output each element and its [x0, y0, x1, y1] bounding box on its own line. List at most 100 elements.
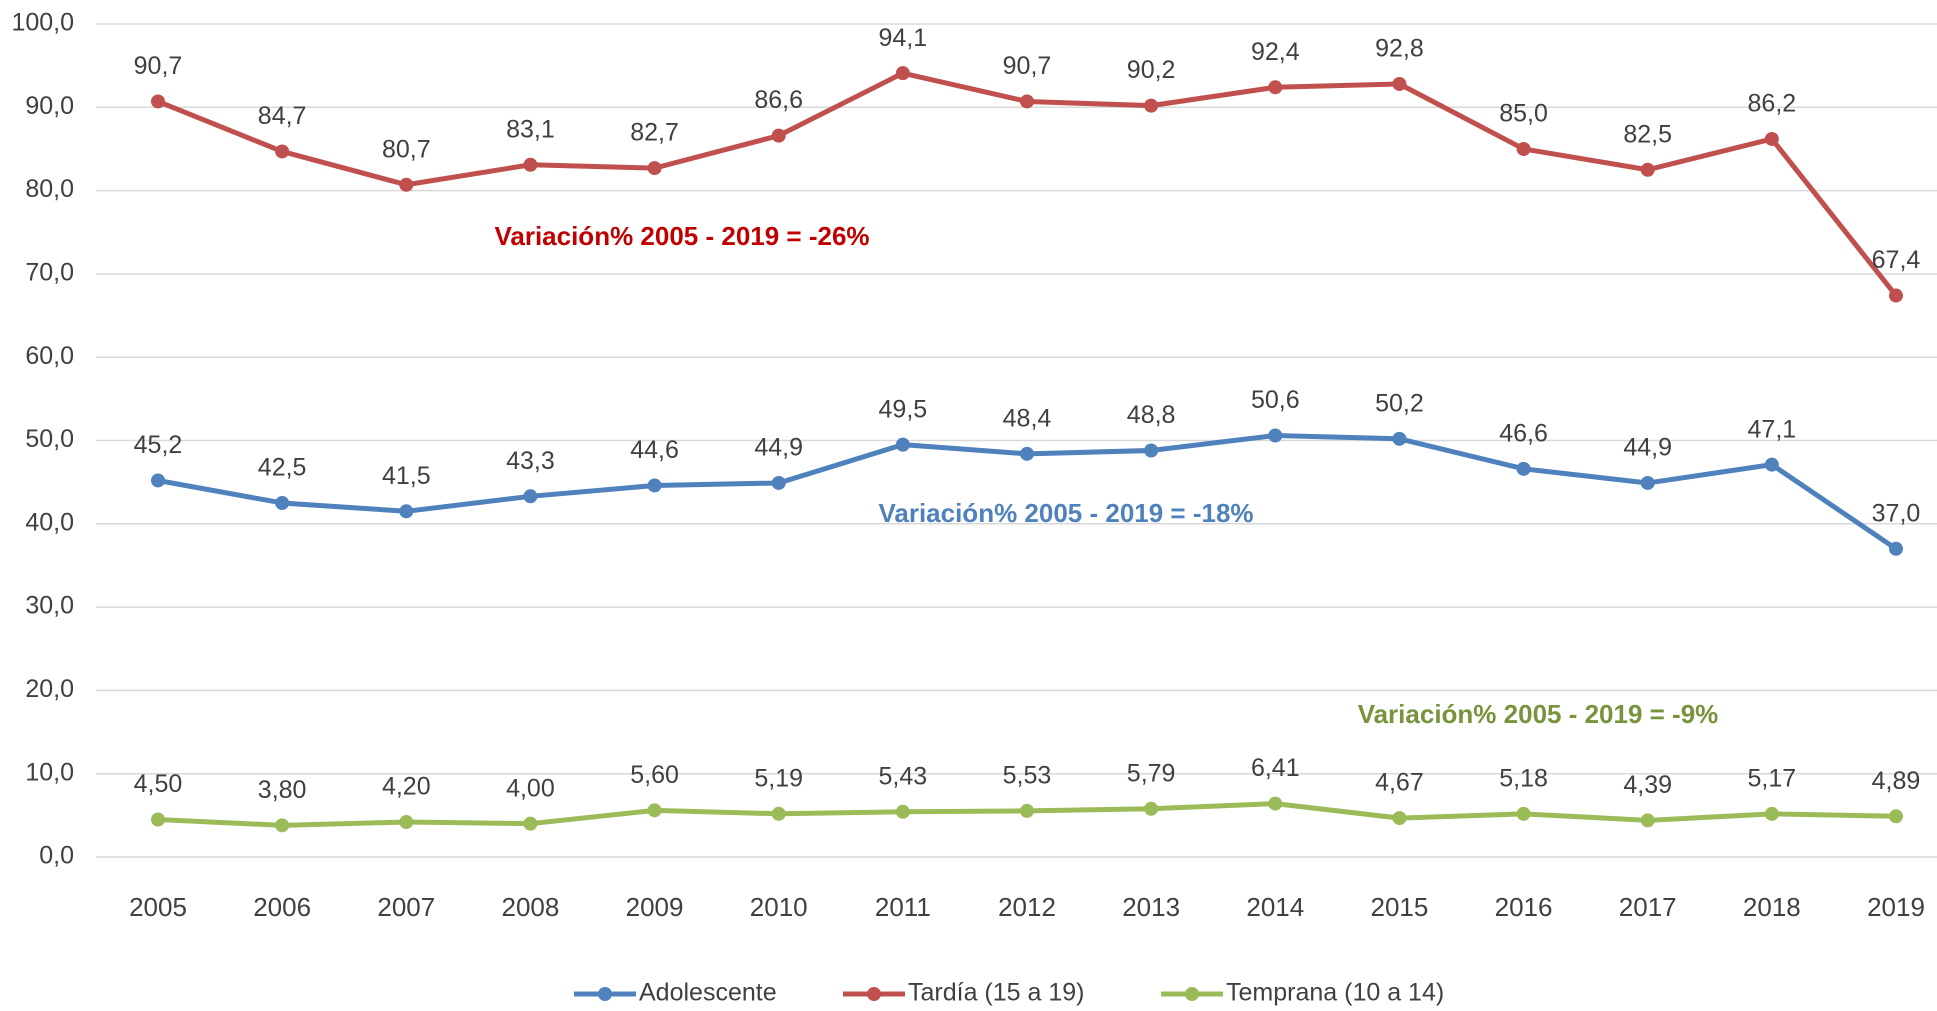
- point: [895, 66, 910, 81]
- data-label: 90,7: [1003, 52, 1052, 80]
- data-label: 44,6: [630, 436, 679, 464]
- data-label: 49,5: [879, 395, 928, 423]
- point: [523, 489, 538, 504]
- data-label: 5,43: [879, 762, 928, 790]
- y-tick-label: 70,0: [25, 259, 74, 287]
- data-label: 44,9: [754, 434, 803, 462]
- point: [1392, 431, 1407, 446]
- point: [275, 818, 290, 833]
- data-label: 82,7: [630, 119, 679, 147]
- point: [1144, 443, 1159, 458]
- data-label: 5,19: [754, 764, 803, 792]
- point: [1516, 141, 1531, 156]
- legend-label: Temprana (10 a 14): [1226, 979, 1444, 1007]
- data-label: 3,80: [258, 776, 307, 804]
- annotation: Variación% 2005 - 2019 = -18%: [878, 498, 1253, 528]
- data-label: 48,4: [1003, 404, 1052, 432]
- data-label: 46,6: [1499, 419, 1548, 447]
- legend-marker: [1185, 987, 1199, 1001]
- point: [399, 504, 414, 519]
- point: [647, 478, 662, 493]
- data-label: 86,2: [1748, 90, 1797, 118]
- data-label: 5,17: [1748, 765, 1797, 793]
- data-label: 67,4: [1872, 246, 1921, 274]
- point: [523, 816, 538, 831]
- x-tick-label: 2011: [875, 892, 931, 922]
- data-label: 42,5: [258, 454, 307, 482]
- point: [151, 94, 165, 109]
- point: [1640, 813, 1655, 828]
- data-label: 4,39: [1623, 771, 1672, 799]
- data-label: 41,5: [382, 462, 431, 490]
- data-label: 83,1: [506, 115, 555, 143]
- x-tick-label: 2017: [1619, 892, 1677, 922]
- y-tick-label: 0,0: [39, 842, 74, 870]
- x-tick-label: 2014: [1246, 892, 1304, 922]
- point: [647, 161, 662, 176]
- x-tick-label: 2005: [129, 892, 187, 922]
- data-label: 48,8: [1127, 401, 1176, 429]
- point: [1144, 801, 1159, 816]
- data-label: 86,6: [754, 86, 803, 114]
- point: [1516, 806, 1531, 821]
- x-tick-label: 2018: [1743, 892, 1801, 922]
- data-label: 37,0: [1872, 499, 1921, 527]
- data-label: 5,60: [630, 761, 679, 789]
- point: [151, 812, 165, 827]
- point: [1764, 131, 1779, 146]
- data-label: 84,7: [258, 102, 307, 130]
- x-tick-label: 2007: [377, 892, 435, 922]
- point: [895, 437, 910, 452]
- data-label: 85,0: [1499, 100, 1548, 128]
- point: [1020, 94, 1034, 109]
- data-label: 6,41: [1251, 754, 1300, 782]
- x-tick-label: 2016: [1495, 892, 1553, 922]
- point: [275, 495, 290, 510]
- data-label: 4,67: [1375, 769, 1424, 797]
- point: [771, 475, 786, 490]
- y-tick-label: 40,0: [25, 508, 74, 536]
- point: [1640, 162, 1655, 177]
- point: [1268, 80, 1283, 95]
- y-tick-label: 80,0: [25, 175, 74, 203]
- x-tick-label: 2012: [998, 892, 1056, 922]
- point: [151, 473, 165, 488]
- x-tick-label: 2009: [626, 892, 684, 922]
- point: [1392, 76, 1407, 91]
- data-label: 5,79: [1127, 759, 1176, 787]
- y-tick-label: 90,0: [25, 92, 74, 120]
- legend-marker: [598, 987, 612, 1001]
- y-tick-label: 60,0: [25, 342, 74, 370]
- point: [1020, 446, 1034, 461]
- legend-label: Adolescente: [639, 979, 777, 1007]
- data-label: 50,2: [1375, 389, 1424, 417]
- point: [1889, 288, 1903, 303]
- point: [523, 157, 538, 172]
- y-tick-label: 30,0: [25, 592, 74, 620]
- point: [1020, 803, 1034, 818]
- point: [275, 144, 290, 159]
- x-tick-label: 2008: [502, 892, 560, 922]
- data-label: 82,5: [1623, 120, 1672, 148]
- point: [1392, 811, 1407, 826]
- x-tick-label: 2006: [253, 892, 311, 922]
- point: [1268, 428, 1283, 443]
- data-label: 92,8: [1375, 35, 1424, 63]
- data-label: 47,1: [1748, 415, 1797, 443]
- data-label: 5,53: [1003, 762, 1052, 790]
- point: [1268, 796, 1283, 811]
- y-tick-label: 50,0: [25, 425, 74, 453]
- x-tick-label: 2015: [1371, 892, 1429, 922]
- data-label: 50,6: [1251, 386, 1300, 414]
- data-label: 44,9: [1623, 434, 1672, 462]
- point: [399, 177, 414, 192]
- point: [1144, 98, 1159, 113]
- data-label: 90,7: [134, 52, 183, 80]
- point: [647, 803, 662, 818]
- data-label: 45,2: [134, 431, 183, 459]
- point: [1516, 461, 1531, 476]
- x-tick-label: 2013: [1122, 892, 1180, 922]
- point: [1889, 541, 1903, 556]
- data-label: 43,3: [506, 447, 555, 475]
